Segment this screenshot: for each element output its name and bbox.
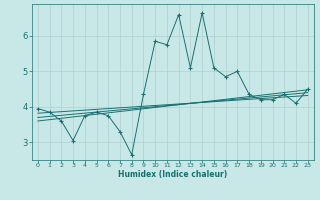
X-axis label: Humidex (Indice chaleur): Humidex (Indice chaleur)	[118, 170, 228, 179]
